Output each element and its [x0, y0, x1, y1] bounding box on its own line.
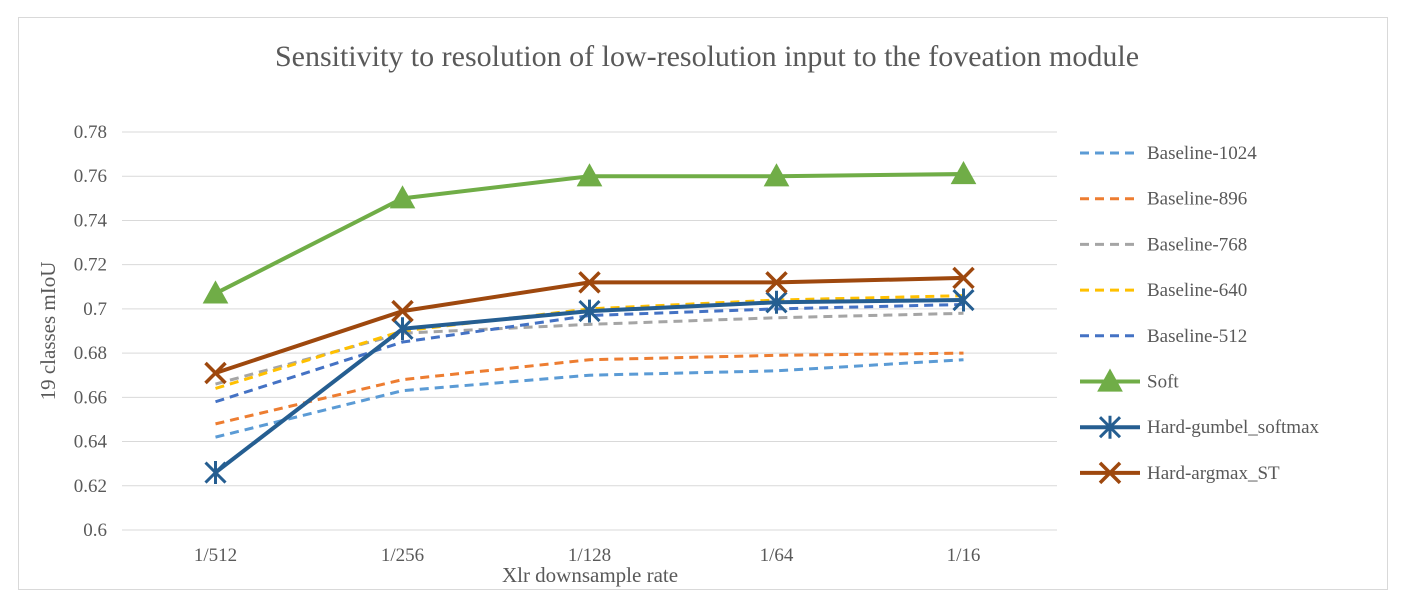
- y-tick-label: 0.62: [74, 476, 107, 497]
- data-point: [389, 185, 416, 209]
- data-point: [952, 266, 975, 290]
- series-line: [215, 351, 964, 426]
- legend-label: Baseline-640: [1147, 280, 1247, 301]
- x-axis-label: Xlr downsample rate: [502, 563, 678, 587]
- data-point: [765, 271, 788, 294]
- legend-label: Hard-gumbel_softmax: [1147, 417, 1320, 438]
- y-tick-label: 0.6: [83, 520, 107, 541]
- x-tick-label: 1/16: [947, 545, 981, 566]
- y-tick-label: 0.72: [74, 255, 107, 276]
- y-tick-label: 0.68: [74, 343, 107, 364]
- data-point: [952, 288, 975, 312]
- x-tick-label: 1/64: [760, 545, 794, 566]
- series-line: [213, 298, 966, 475]
- series-line: [215, 302, 964, 404]
- x-tick-label: 1/512: [194, 545, 237, 566]
- legend-label: Baseline-512: [1147, 326, 1247, 347]
- y-tick-label: 0.76: [74, 166, 107, 187]
- data-point: [763, 163, 790, 187]
- y-tick-label: 0.66: [74, 387, 107, 408]
- legend-marker: [1098, 461, 1122, 485]
- chart-title: Sensitivity to resolution of low-resolut…: [275, 40, 1139, 73]
- x-tick-label: 1/128: [568, 545, 611, 566]
- y-tick-label: 0.78: [74, 122, 107, 143]
- x-axis-ticks: 1/512 1/256 1/128 1/64 1/16: [194, 545, 981, 566]
- legend-label: Baseline-1024: [1147, 143, 1257, 164]
- y-axis-label: 19 classes mIoU: [36, 262, 60, 401]
- y-tick-label: 0.7: [83, 299, 107, 320]
- gridlines: [122, 131, 1057, 531]
- legend: Baseline-1024 Baseline-896 Baseline-768 Bas…: [1080, 143, 1320, 485]
- series-line: [215, 311, 964, 386]
- data-point: [765, 290, 788, 314]
- legend-marker: [1098, 415, 1122, 439]
- legend-label: Baseline-896: [1147, 189, 1247, 210]
- y-tick-label: 0.74: [74, 210, 108, 231]
- data-point: [391, 317, 414, 341]
- y-tick-label: 0.64: [74, 432, 108, 453]
- data-point: [576, 163, 603, 187]
- series-line: [215, 358, 964, 439]
- legend-marker: [1097, 368, 1123, 392]
- plot-series: [202, 160, 977, 485]
- data-point: [578, 271, 601, 294]
- data-point: [391, 299, 414, 323]
- data-point: [578, 299, 601, 323]
- data-point: [950, 160, 977, 185]
- data-point: [202, 280, 229, 304]
- x-tick-label: 1/256: [381, 545, 424, 566]
- y-axis-ticks: 0.6 0.62 0.64 0.66 0.68 0.7 0.72 0.74 0.76 0.78: [74, 122, 108, 541]
- data-point: [204, 461, 227, 485]
- data-point: [204, 361, 227, 385]
- series-line: [213, 172, 966, 296]
- legend-label: Baseline-768: [1147, 234, 1247, 255]
- legend-label: Soft: [1147, 372, 1179, 393]
- legend-label: Hard-argmax_ST: [1147, 463, 1280, 484]
